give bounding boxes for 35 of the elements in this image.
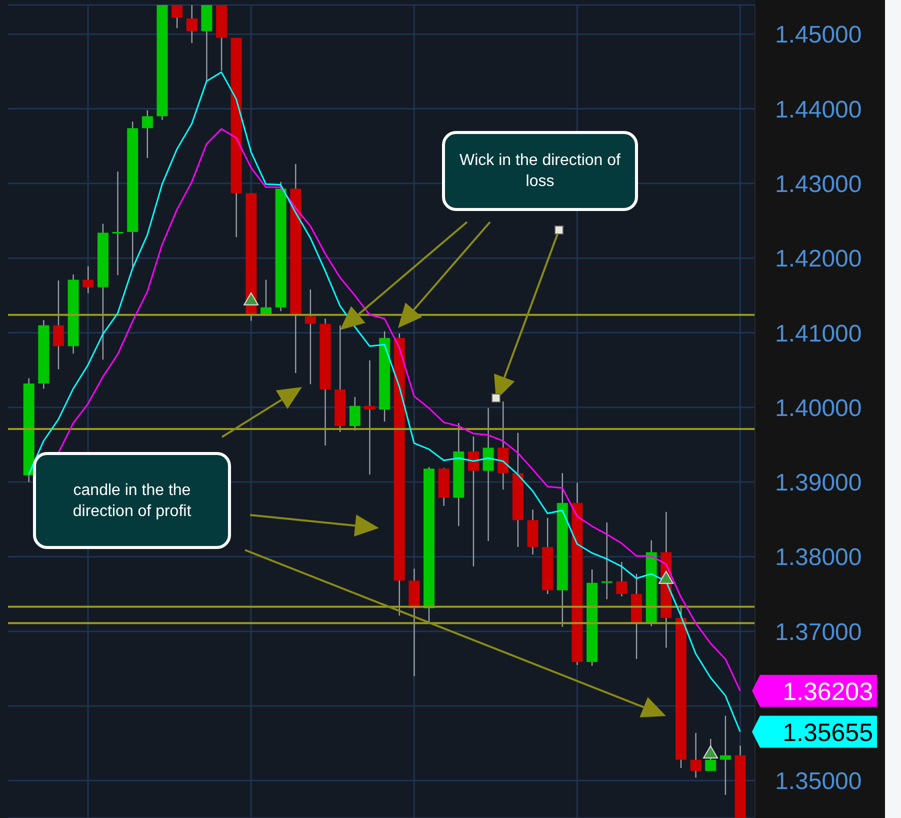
- callout-box: Wick in the direction of loss: [442, 131, 638, 211]
- y-tick-label: 1.42000: [775, 246, 862, 273]
- y-tick-label: 1.45000: [775, 22, 862, 49]
- candlestick: [142, 110, 153, 159]
- candlestick: [112, 170, 124, 276]
- candlestick: [186, 5, 198, 44]
- y-tick-label: 1.44000: [775, 96, 862, 124]
- data-label: 1.36203: [782, 678, 873, 706]
- y-tick-label: 1.39000: [775, 470, 862, 497]
- point: [244, 292, 259, 306]
- line-series: [28, 71, 741, 733]
- y-tick-label: 1.38000: [775, 544, 862, 572]
- data-label: 1.35655: [782, 718, 873, 747]
- candlestick: [705, 738, 716, 772]
- candlestick: [52, 280, 64, 370]
- callout-box: candle in the the direction of profit: [33, 452, 231, 549]
- y-tick-label: 1.40000: [775, 394, 862, 422]
- y-tick-label: 1.41000: [775, 320, 862, 348]
- candlestick: [304, 288, 316, 385]
- y-tick-label: 1.43000: [775, 170, 862, 198]
- candlestick: [601, 522, 612, 600]
- candlestick: [349, 396, 360, 432]
- candlestick: [82, 266, 94, 294]
- candlestick: [364, 360, 376, 476]
- point: [658, 570, 674, 584]
- candlestick: [690, 732, 702, 778]
- line-series: [58, 128, 741, 692]
- y-tick-label: 1.35000: [775, 768, 862, 796]
- candlestick: [482, 408, 494, 542]
- candlestick: [720, 715, 731, 796]
- point: [703, 746, 718, 759]
- candlestick: [616, 561, 628, 597]
- y-tick-label: 1.37000: [775, 618, 862, 646]
- candlestick: [468, 436, 479, 568]
- candlestick: [172, 5, 183, 29]
